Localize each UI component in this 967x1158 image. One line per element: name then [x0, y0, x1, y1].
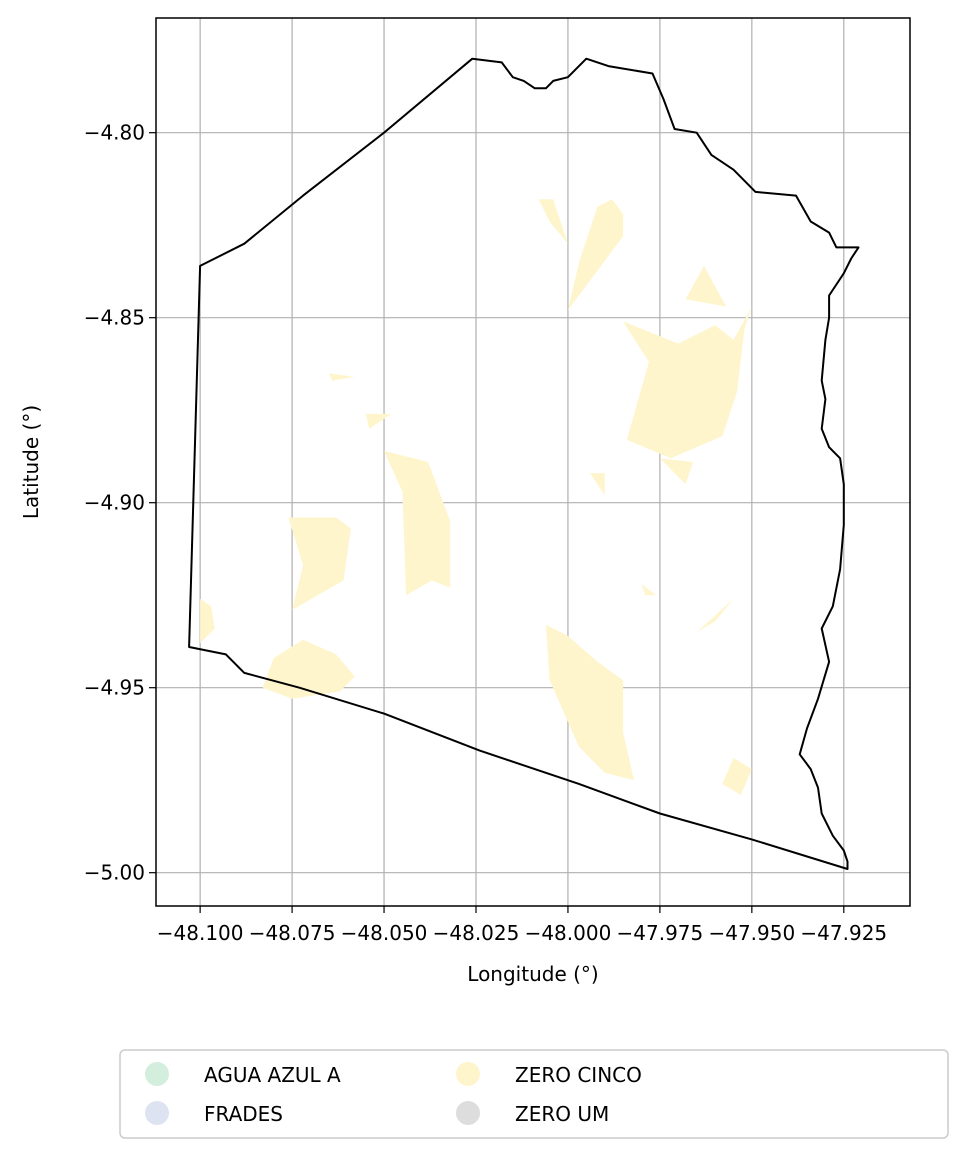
boundary-layer — [188, 57, 860, 870]
y-axis-label: Latitude (°) — [19, 405, 43, 519]
x-tick-label: −48.050 — [341, 921, 428, 945]
y-tick-label: −5.00 — [84, 861, 145, 885]
region-zero-cinco — [288, 517, 351, 610]
legend-marker — [145, 1062, 169, 1086]
legend-label: AGUA AZUL A — [204, 1063, 341, 1087]
x-tick-label: −48.075 — [249, 921, 336, 945]
region-zero-cinco — [696, 598, 734, 633]
region-zero-cinco — [659, 458, 693, 485]
region-layer — [200, 199, 752, 795]
region-zero-cinco — [722, 758, 752, 795]
grid-lines — [156, 18, 910, 906]
legend-label: FRADES — [204, 1102, 283, 1126]
y-tick-label: −4.85 — [84, 306, 145, 330]
x-tick-label: −47.950 — [708, 921, 795, 945]
x-tick-label: −48.000 — [525, 921, 612, 945]
legend-marker — [456, 1062, 480, 1086]
legend-marker — [145, 1101, 169, 1125]
municipality-boundary — [188, 57, 860, 870]
y-tick-label: −4.80 — [84, 121, 145, 145]
legend-marker — [456, 1101, 480, 1125]
legend-items: AGUA AZUL A FRADES ZERO CINCO ZERO UM — [145, 1062, 642, 1126]
x-tick-label: −48.025 — [433, 921, 520, 945]
region-zero-cinco — [641, 584, 657, 596]
region-zero-cinco — [567, 199, 624, 311]
plot-frame — [155, 17, 911, 907]
region-zero-cinco — [328, 373, 355, 381]
region-zero-cinco — [623, 306, 752, 459]
region-zero-cinco — [590, 473, 605, 496]
y-tick-label: −4.90 — [84, 491, 145, 515]
region-zero-cinco — [365, 413, 392, 429]
x-tick-label: −47.975 — [617, 921, 704, 945]
x-tick-label: −47.925 — [800, 921, 887, 945]
y-tick-label: −4.95 — [84, 676, 145, 700]
legend-label: ZERO CINCO — [515, 1063, 642, 1087]
legend-label: ZERO UM — [515, 1102, 609, 1126]
region-zero-cinco — [545, 624, 635, 781]
x-axis-label: Longitude (°) — [467, 962, 598, 986]
region-zero-cinco — [538, 199, 568, 244]
region-zero-cinco — [384, 450, 451, 596]
x-tick-label: −48.100 — [157, 921, 244, 945]
y-axis-ticks: −4.80 −4.85 −4.90 −4.95 −5.00 — [84, 121, 156, 885]
x-axis-ticks: −48.100 −48.075 −48.050 −48.025 −48.000 −47.9… — [157, 906, 887, 945]
region-zero-cinco — [200, 598, 215, 644]
legend-frame — [119, 1049, 949, 1139]
region-zero-cinco — [685, 265, 727, 307]
legend: AGUA AZUL A FRADES ZERO CINCO ZERO UM — [119, 1049, 949, 1139]
